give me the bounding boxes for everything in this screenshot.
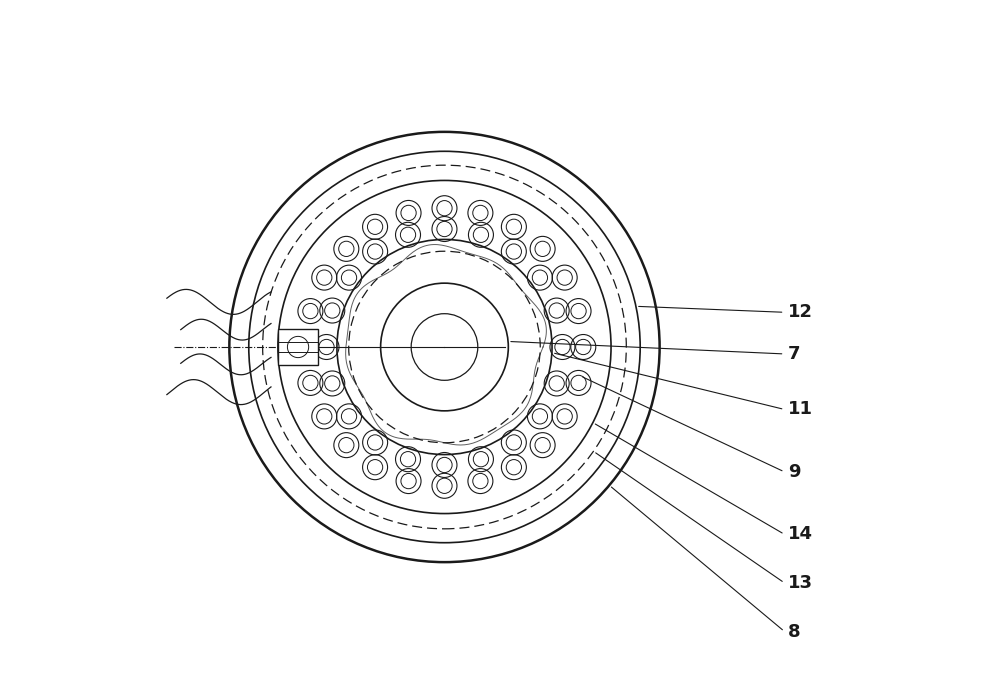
Text: 7: 7 [788, 345, 801, 363]
Text: 12: 12 [788, 303, 813, 321]
Text: 14: 14 [788, 525, 813, 543]
Text: 8: 8 [788, 623, 801, 641]
Text: 9: 9 [788, 463, 801, 481]
Bar [278, 329, 318, 365]
Text: 11: 11 [788, 400, 813, 418]
Text: 13: 13 [788, 574, 813, 592]
